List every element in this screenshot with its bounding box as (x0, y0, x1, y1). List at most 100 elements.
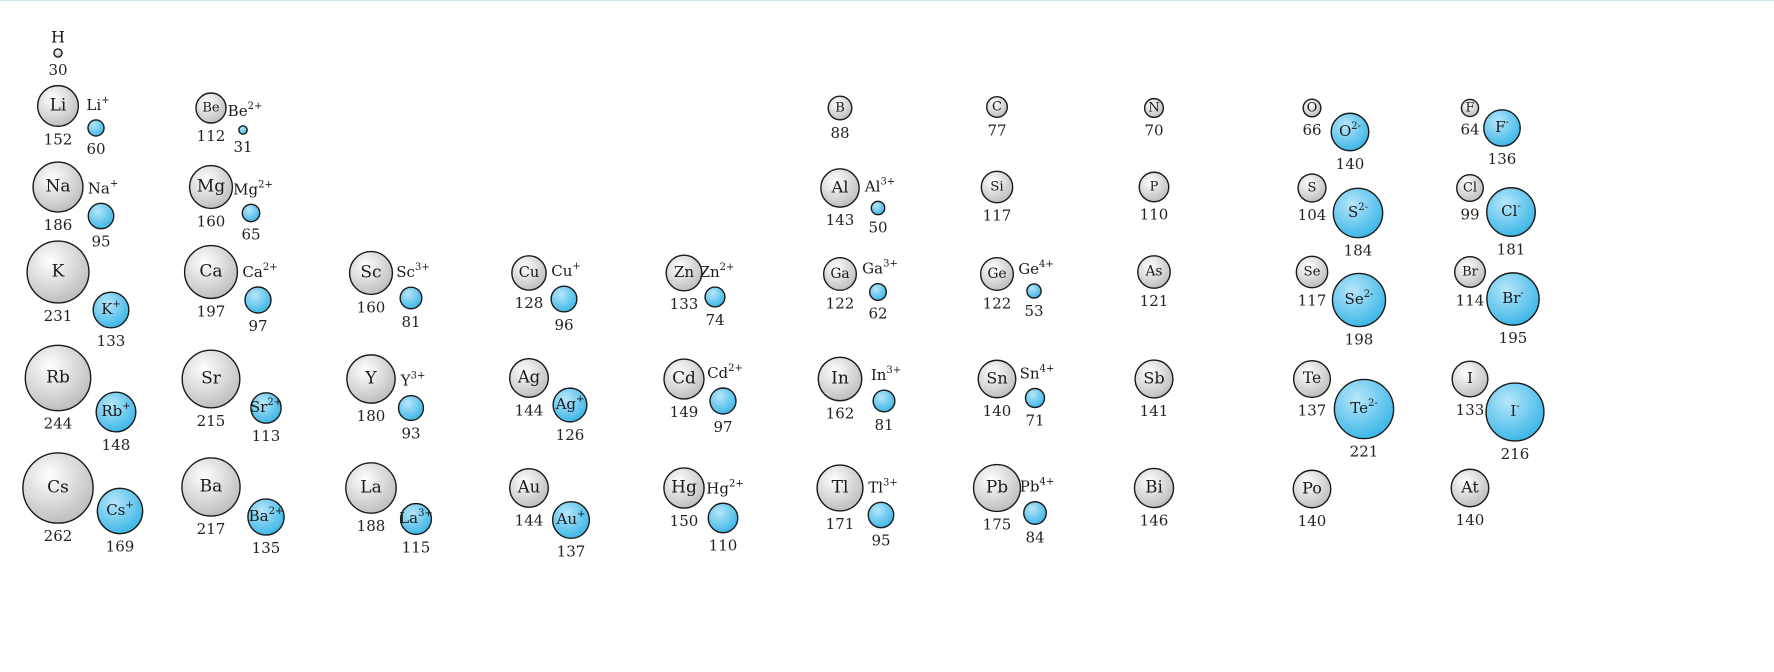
ion-circle (87, 202, 115, 230)
atom-radius-value: 215 (197, 412, 226, 430)
element-ga: Ga 122 Ga3+ 62 (822, 256, 898, 322)
ion-radius-value: 62 (868, 304, 887, 322)
atom-symbol: Ga (830, 266, 849, 282)
atom-circle (1456, 174, 1484, 202)
ion-radius-value: 221 (1350, 443, 1379, 461)
atom-circle (817, 356, 863, 402)
element-rb: Rb 244 Rb+ 148 (24, 344, 137, 454)
atom-radius-value: 144 (515, 511, 544, 529)
atom-symbol: Se (1304, 265, 1321, 280)
atom-radius-value: 104 (1298, 206, 1327, 224)
atom-radius-value: 180 (357, 407, 386, 425)
atom-radius-value: 128 (515, 294, 544, 312)
element-al: Al 143 Al3+ 50 (820, 168, 895, 237)
ion-circle (238, 125, 248, 135)
ion-radius-value: 113 (252, 427, 281, 445)
ion-symbol: Cd2+ (707, 363, 743, 383)
element-si: Si 117 (980, 170, 1014, 225)
ion-symbol: Br- (1502, 288, 1524, 308)
atom-radius-value: 137 (1298, 401, 1327, 419)
element-sr: Sr 215 Sr2+ 113 (181, 349, 282, 445)
atom-circle (32, 161, 84, 213)
ion-radius-value: 97 (713, 418, 732, 436)
ion-circle (704, 286, 726, 308)
ion-radius-value: 216 (1501, 445, 1530, 463)
ion-circle (87, 119, 105, 137)
ion-radius-value: 115 (402, 538, 431, 556)
ion-symbol: Sc3+ (396, 262, 429, 282)
atom-radius-value: 66 (1302, 121, 1321, 139)
ion-symbol: Pb4+ (1020, 476, 1054, 496)
element-y: Y 180 Y3+ 93 (346, 354, 425, 442)
atom-symbol: As (1144, 264, 1162, 280)
atom-circle (1454, 256, 1486, 288)
atom-circle (1292, 469, 1332, 509)
atom-symbol: Sr (201, 369, 222, 389)
atom-symbol: Be (202, 101, 220, 116)
atom-radius-value: 133 (670, 295, 699, 313)
ion-circle (868, 282, 888, 302)
atom-circle (1450, 468, 1490, 508)
ion-radius-value: 71 (1025, 412, 1044, 430)
atom-radius-value: 88 (830, 124, 849, 142)
atom-radius-value: 64 (1460, 121, 1479, 139)
ion-circle (1330, 112, 1370, 152)
ion-radius-value: 95 (91, 233, 110, 251)
atom-circle (509, 358, 550, 399)
atom-circle (345, 462, 397, 514)
ion-circle (399, 286, 423, 310)
atom-radius-value: 231 (44, 307, 73, 325)
atom-circle (188, 164, 234, 210)
atom-radius-value: 141 (1140, 402, 1169, 420)
atom-symbol: Y (364, 369, 377, 389)
element-o: O 66 O2- 140 (1302, 98, 1370, 173)
ion-symbol: Ba2+ (249, 506, 284, 526)
atom-radius-value: 217 (197, 520, 226, 538)
atom-radius-value: 150 (670, 512, 699, 530)
atom-radius-value: 162 (826, 405, 855, 423)
atom-circle (1134, 359, 1174, 399)
ion-circle (872, 389, 896, 413)
ion-circle (552, 387, 588, 423)
ion-radius-value: 140 (1336, 155, 1365, 173)
ion-radius-value: 53 (1024, 302, 1043, 320)
atom-symbol: Cs (47, 478, 69, 498)
ion-circle (707, 502, 739, 534)
ion-symbol: Te2- (1350, 398, 1377, 418)
atom-radius-value: 144 (515, 401, 544, 419)
ion-circle (1331, 272, 1387, 328)
ion-circle (244, 286, 272, 314)
atom-symbol: Te (1303, 369, 1321, 387)
atom-symbol: Ca (199, 262, 222, 282)
element-as: As 121 (1137, 255, 1171, 310)
atom-symbol: Cu (519, 264, 540, 281)
ion-radius-value: 31 (233, 138, 252, 156)
atom-symbol: La (360, 478, 381, 498)
element-at: At 140 (1450, 468, 1490, 529)
ion-circle (550, 285, 578, 313)
element-au: Au 144 Au+ 137 (509, 468, 591, 560)
atom-radius-value: 160 (197, 212, 226, 230)
atom-circle (1137, 255, 1171, 289)
element-po: Po 140 (1292, 469, 1332, 530)
atom-symbol: Cl (1463, 181, 1477, 196)
atom-radius-value: 77 (987, 121, 1006, 139)
ion-radius-value: 198 (1345, 331, 1374, 349)
ion-symbol: Ag+ (555, 394, 585, 414)
ion-radius-value: 74 (705, 311, 724, 329)
ion-radius-value: 96 (554, 316, 573, 334)
atom-circle (663, 358, 705, 400)
element-mg: Mg 160 Mg2+ 65 (188, 164, 273, 244)
atom-radius-value: 121 (1140, 292, 1169, 310)
ion-circle (1483, 109, 1521, 147)
ion-circle (1486, 272, 1540, 326)
atom-circle (1292, 359, 1332, 399)
element-in: In 162 In3+ 81 (817, 356, 901, 434)
ion-radius-value: 81 (401, 313, 420, 331)
element-hg: Hg 150 Hg2+ 110 (663, 467, 744, 555)
atom-symbol: Ba (200, 477, 223, 497)
ion-radius-value: 60 (86, 140, 105, 158)
element-n: N 70 (1143, 97, 1165, 139)
atom-radius-value: 171 (826, 515, 855, 533)
ion-symbol: Al3+ (864, 176, 895, 196)
